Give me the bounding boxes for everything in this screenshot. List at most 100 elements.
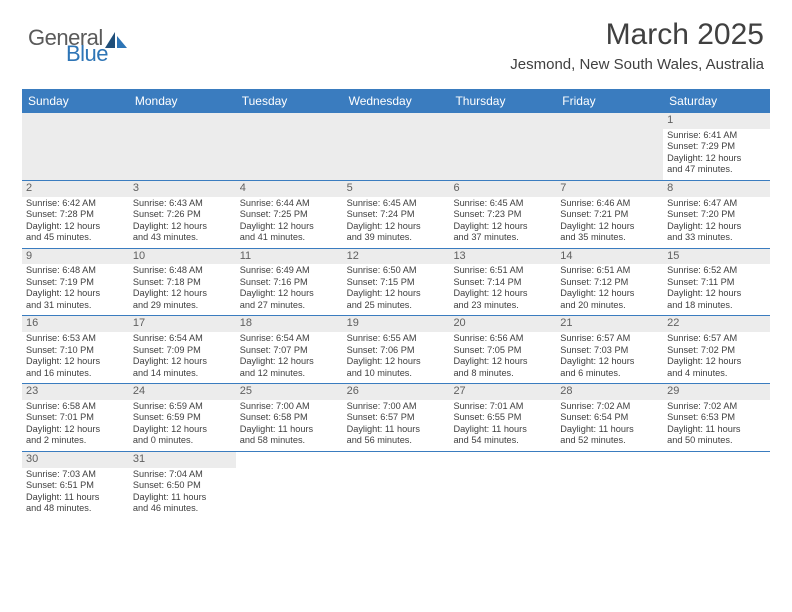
- day-detail: Sunrise: 6:48 AM: [133, 265, 232, 277]
- day-detail: Sunrise: 6:49 AM: [240, 265, 339, 277]
- day-detail: Daylight: 12 hours: [453, 288, 552, 300]
- day-number: 25: [236, 384, 343, 400]
- day-detail: Daylight: 12 hours: [667, 356, 766, 368]
- calendar: Sunday Monday Tuesday Wednesday Thursday…: [22, 89, 770, 519]
- day-detail: Sunrise: 6:59 AM: [133, 401, 232, 413]
- day-cell: 23Sunrise: 6:58 AMSunset: 7:01 PMDayligh…: [22, 384, 129, 451]
- day-header-cell: Monday: [129, 89, 236, 113]
- day-detail: Sunset: 7:02 PM: [667, 345, 766, 357]
- day-number: 10: [129, 249, 236, 265]
- day-detail: Sunset: 6:50 PM: [133, 480, 232, 492]
- day-detail: Daylight: 12 hours: [560, 288, 659, 300]
- day-cell: 8Sunrise: 6:47 AMSunset: 7:20 PMDaylight…: [663, 181, 770, 248]
- day-number: 13: [449, 249, 556, 265]
- day-header-cell: Wednesday: [343, 89, 450, 113]
- day-cell: 10Sunrise: 6:48 AMSunset: 7:18 PMDayligh…: [129, 249, 236, 316]
- day-header-cell: Tuesday: [236, 89, 343, 113]
- day-detail: Daylight: 12 hours: [560, 356, 659, 368]
- day-number: 20: [449, 316, 556, 332]
- day-detail: Sunrise: 6:45 AM: [453, 198, 552, 210]
- day-cell: [236, 452, 343, 519]
- week-row: 30Sunrise: 7:03 AMSunset: 6:51 PMDayligh…: [22, 452, 770, 519]
- day-header-cell: Saturday: [663, 89, 770, 113]
- day-detail: Daylight: 12 hours: [347, 221, 446, 233]
- day-detail: and 33 minutes.: [667, 232, 766, 244]
- day-cell: [343, 452, 450, 519]
- day-detail: Sunrise: 6:52 AM: [667, 265, 766, 277]
- day-detail: Sunset: 7:26 PM: [133, 209, 232, 221]
- day-detail: Daylight: 11 hours: [240, 424, 339, 436]
- day-number: 8: [663, 181, 770, 197]
- day-detail: Sunrise: 6:57 AM: [667, 333, 766, 345]
- day-detail: and 6 minutes.: [560, 368, 659, 380]
- day-detail: Sunrise: 7:00 AM: [347, 401, 446, 413]
- day-detail: Sunset: 6:57 PM: [347, 412, 446, 424]
- day-cell: [22, 113, 129, 180]
- day-number: 12: [343, 249, 450, 265]
- day-detail: Sunset: 6:59 PM: [133, 412, 232, 424]
- day-cell: 7Sunrise: 6:46 AMSunset: 7:21 PMDaylight…: [556, 181, 663, 248]
- day-number: 5: [343, 181, 450, 197]
- day-detail: and 20 minutes.: [560, 300, 659, 312]
- day-detail: Sunrise: 6:46 AM: [560, 198, 659, 210]
- day-detail: Sunset: 7:12 PM: [560, 277, 659, 289]
- day-cell: 4Sunrise: 6:44 AMSunset: 7:25 PMDaylight…: [236, 181, 343, 248]
- day-detail: Daylight: 12 hours: [667, 288, 766, 300]
- day-number: 3: [129, 181, 236, 197]
- day-number: 17: [129, 316, 236, 332]
- day-detail: Sunset: 7:03 PM: [560, 345, 659, 357]
- day-detail: Daylight: 11 hours: [453, 424, 552, 436]
- day-cell: 11Sunrise: 6:49 AMSunset: 7:16 PMDayligh…: [236, 249, 343, 316]
- day-detail: and 16 minutes.: [26, 368, 125, 380]
- day-detail: Sunrise: 7:02 AM: [667, 401, 766, 413]
- day-detail: Daylight: 11 hours: [667, 424, 766, 436]
- day-detail: Sunset: 6:54 PM: [560, 412, 659, 424]
- day-detail: and 14 minutes.: [133, 368, 232, 380]
- day-detail: and 29 minutes.: [133, 300, 232, 312]
- day-cell: 27Sunrise: 7:01 AMSunset: 6:55 PMDayligh…: [449, 384, 556, 451]
- week-row: 23Sunrise: 6:58 AMSunset: 7:01 PMDayligh…: [22, 384, 770, 452]
- week-row: 9Sunrise: 6:48 AMSunset: 7:19 PMDaylight…: [22, 249, 770, 317]
- day-detail: Daylight: 12 hours: [26, 356, 125, 368]
- day-detail: Sunrise: 6:54 AM: [240, 333, 339, 345]
- day-cell: 25Sunrise: 7:00 AMSunset: 6:58 PMDayligh…: [236, 384, 343, 451]
- day-detail: Sunrise: 6:41 AM: [667, 130, 766, 142]
- day-detail: Daylight: 12 hours: [240, 356, 339, 368]
- day-detail: Daylight: 12 hours: [240, 288, 339, 300]
- day-detail: Daylight: 12 hours: [560, 221, 659, 233]
- day-detail: Sunset: 7:29 PM: [667, 141, 766, 153]
- day-number: 11: [236, 249, 343, 265]
- day-detail: Sunset: 7:01 PM: [26, 412, 125, 424]
- day-detail: Sunrise: 6:48 AM: [26, 265, 125, 277]
- day-detail: Daylight: 12 hours: [26, 221, 125, 233]
- day-detail: Sunrise: 7:01 AM: [453, 401, 552, 413]
- day-number: 16: [22, 316, 129, 332]
- day-detail: Daylight: 12 hours: [347, 356, 446, 368]
- day-cell: 22Sunrise: 6:57 AMSunset: 7:02 PMDayligh…: [663, 316, 770, 383]
- day-detail: Sunrise: 6:42 AM: [26, 198, 125, 210]
- day-number: 30: [22, 452, 129, 468]
- day-cell: 18Sunrise: 6:54 AMSunset: 7:07 PMDayligh…: [236, 316, 343, 383]
- day-number: 28: [556, 384, 663, 400]
- day-number: 7: [556, 181, 663, 197]
- day-cell: [556, 452, 663, 519]
- day-detail: Daylight: 12 hours: [240, 221, 339, 233]
- day-detail: Sunrise: 6:50 AM: [347, 265, 446, 277]
- day-detail: Sunset: 7:09 PM: [133, 345, 232, 357]
- day-cell: [449, 113, 556, 180]
- day-detail: Sunrise: 7:03 AM: [26, 469, 125, 481]
- day-detail: Sunset: 7:11 PM: [667, 277, 766, 289]
- day-cell: 17Sunrise: 6:54 AMSunset: 7:09 PMDayligh…: [129, 316, 236, 383]
- day-cell: 20Sunrise: 6:56 AMSunset: 7:05 PMDayligh…: [449, 316, 556, 383]
- day-detail: Sunset: 7:28 PM: [26, 209, 125, 221]
- day-detail: Daylight: 11 hours: [347, 424, 446, 436]
- day-detail: and 56 minutes.: [347, 435, 446, 447]
- day-detail: Sunrise: 6:44 AM: [240, 198, 339, 210]
- day-detail: Daylight: 12 hours: [133, 221, 232, 233]
- day-detail: Sunrise: 6:54 AM: [133, 333, 232, 345]
- day-detail: and 41 minutes.: [240, 232, 339, 244]
- day-detail: Daylight: 12 hours: [133, 424, 232, 436]
- day-detail: Sunset: 7:24 PM: [347, 209, 446, 221]
- day-header-cell: Friday: [556, 89, 663, 113]
- day-detail: Sunrise: 6:53 AM: [26, 333, 125, 345]
